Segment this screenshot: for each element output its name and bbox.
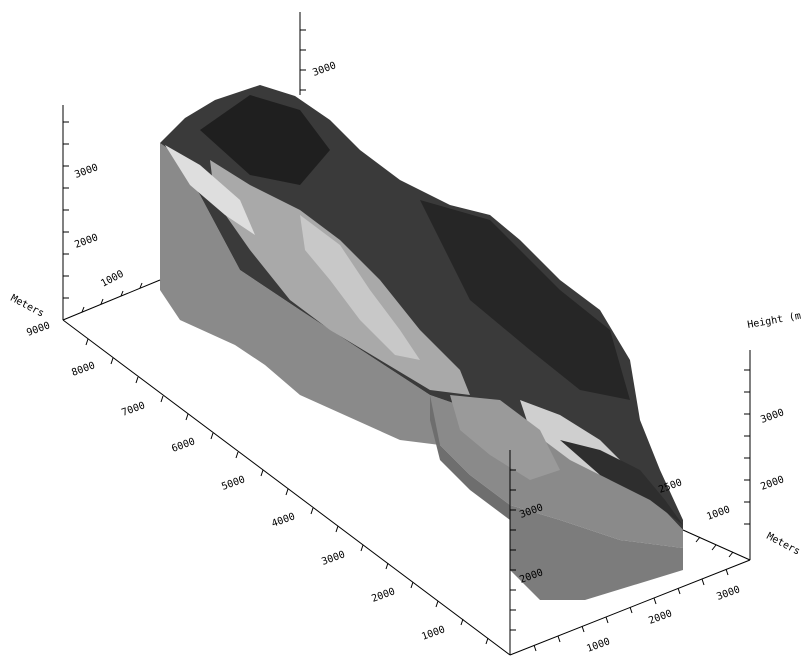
long-axis-tick-9000: 9000	[25, 320, 51, 339]
terrain-ridge-right	[420, 200, 630, 400]
left-vertical-tick-3000: 3000	[73, 162, 99, 181]
terrain-glacier-light	[300, 215, 420, 360]
front-depth-tick-3000: 3000	[715, 584, 741, 603]
front-vertical-ticks	[510, 469, 516, 631]
front-depth-ticks	[533, 568, 729, 652]
left-depth-axis	[62, 279, 161, 321]
right-depth-ticks	[695, 536, 734, 558]
left-depth-tick-1000: 1000	[99, 269, 125, 290]
left-vertical-axis-title: Meters	[9, 293, 46, 320]
long-axis-tick-7000: 7000	[120, 400, 146, 419]
terrain-snow-upper	[165, 145, 255, 235]
long-axis-ticks	[85, 338, 489, 645]
long-axis-tick-5000: 5000	[220, 474, 246, 493]
front-depth-tick-2000: 2000	[647, 608, 673, 627]
terrain-dark-lower	[560, 440, 683, 525]
long-axis-tick-4000: 4000	[270, 511, 296, 530]
long-axis	[62, 319, 511, 656]
terrain-wall-shade	[430, 395, 510, 520]
terrain-lower-glacier	[450, 395, 560, 480]
front-depth-tick-1000: 1000	[585, 636, 611, 655]
right-depth-axis	[682, 529, 751, 561]
long-axis-tick-8000: 8000	[70, 360, 96, 379]
left-vertical-tick-2000: 2000	[73, 232, 99, 251]
right-vertical-tick-3000: 3000	[759, 407, 785, 426]
top-vertical-ticks	[300, 29, 306, 91]
terrain-side-wall-left	[160, 143, 683, 548]
left-depth-ticks	[81, 282, 143, 313]
left-vertical-ticks	[63, 121, 69, 299]
terrain-ridge-dark	[200, 95, 330, 185]
terrain-block	[160, 85, 683, 600]
right-depth-tick-1000: 1000	[705, 504, 731, 523]
terrain-side-wall-front	[510, 505, 683, 600]
long-axis-tick-1000: 1000	[420, 624, 446, 643]
long-axis-tick-2000: 2000	[370, 586, 396, 605]
top-vertical-tick-3000: 3000	[311, 60, 337, 79]
long-axis-tick-6000: 6000	[170, 436, 196, 455]
long-axis-tick-3000: 3000	[320, 549, 346, 568]
right-vertical-ticks	[744, 369, 750, 525]
right-vertical-tick-2000: 2000	[759, 474, 785, 493]
right-depth-axis-title: Meters	[765, 531, 802, 558]
right-vertical-axis-title: Height (m	[747, 311, 802, 331]
